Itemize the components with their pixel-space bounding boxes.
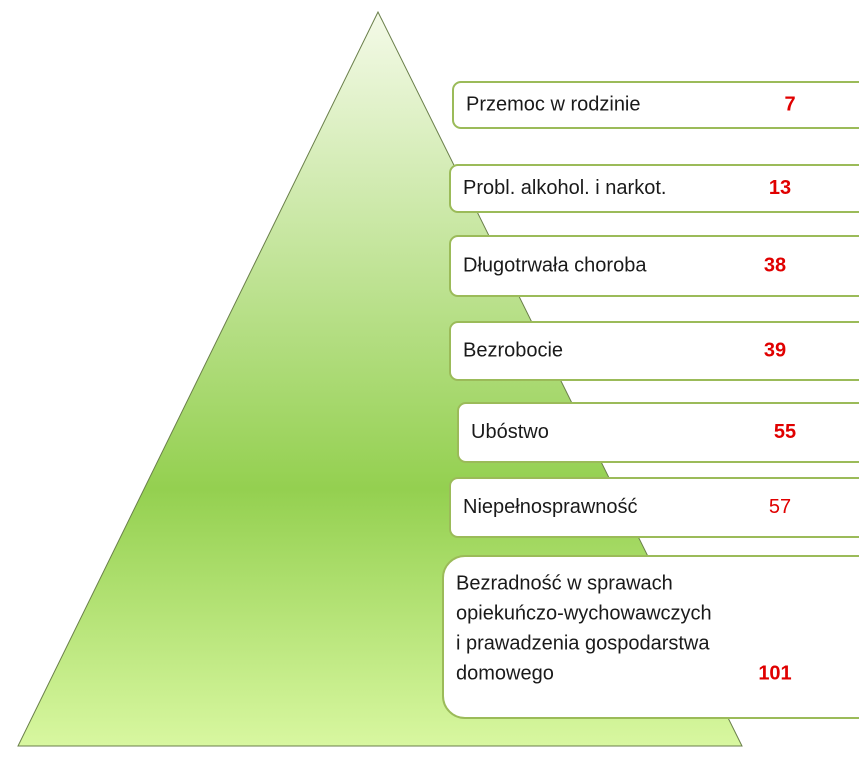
label-box	[449, 321, 859, 381]
label-box	[449, 235, 859, 297]
value: 13	[769, 177, 791, 199]
label-box	[449, 477, 859, 538]
value: 7	[784, 93, 795, 115]
label: Długotrwała choroba	[463, 254, 647, 276]
label: i prawadzenia gospodarstwa	[456, 632, 710, 654]
label: Ubóstwo	[471, 421, 549, 443]
label-box	[442, 555, 859, 719]
label: Przemoc w rodzinie	[466, 93, 641, 115]
value: 55	[774, 421, 796, 443]
label: Probl. alkohol. i narkot.	[463, 177, 666, 199]
value: 38	[764, 254, 786, 276]
label-box	[452, 81, 859, 129]
value: 39	[764, 339, 786, 361]
label: domowego	[456, 662, 554, 684]
label: Niepełnosprawność	[463, 496, 638, 518]
label-box	[449, 164, 859, 213]
label: opiekuńczo-wychowawczych	[456, 602, 712, 624]
label: Bezradność w sprawach	[456, 572, 673, 594]
value: 57	[769, 496, 791, 518]
value: 101	[758, 662, 791, 684]
label-box	[457, 402, 859, 463]
label: Bezrobocie	[463, 339, 563, 361]
